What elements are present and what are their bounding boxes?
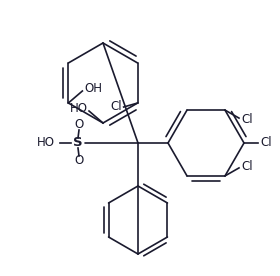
Text: OH: OH (84, 83, 102, 95)
Text: Cl: Cl (260, 137, 272, 150)
Text: Cl: Cl (241, 160, 253, 173)
Text: Cl: Cl (241, 113, 253, 126)
Text: S: S (73, 137, 83, 150)
Text: HO: HO (37, 137, 55, 150)
Text: O: O (74, 118, 84, 131)
Text: HO: HO (70, 102, 88, 115)
Text: Cl: Cl (110, 100, 122, 113)
Text: O: O (74, 155, 84, 168)
